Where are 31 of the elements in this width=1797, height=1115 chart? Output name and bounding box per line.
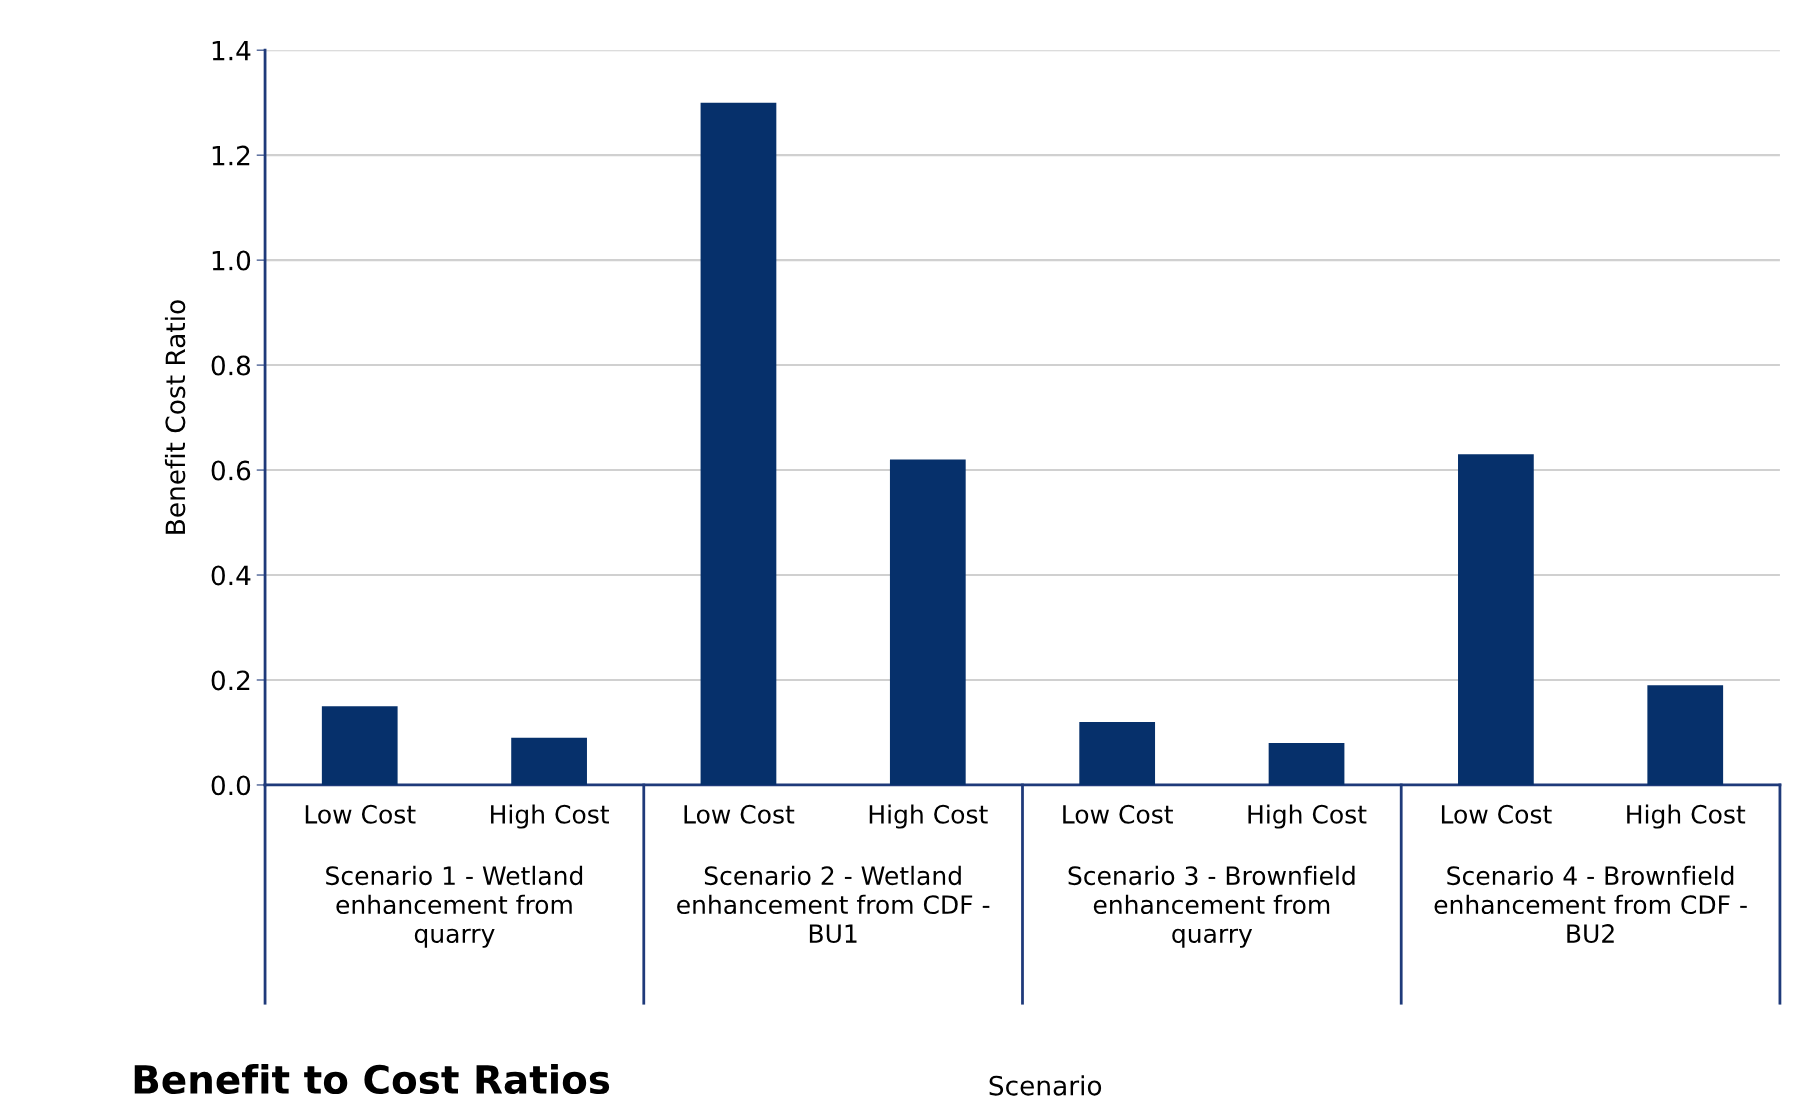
x-tick-label: Low Cost — [305, 804, 416, 824]
y-tick-label: 1.2 — [212, 145, 250, 166]
x-tick-label: Low Cost — [684, 804, 795, 824]
x-tick-label: High Cost — [869, 804, 988, 829]
bar — [511, 737, 587, 785]
x-tick-label: High Cost — [1627, 804, 1746, 829]
y-tick-label: 0.2 — [211, 670, 250, 691]
y-tick-label: 0.6 — [211, 460, 251, 481]
text: Scenario 1 - Wetland enhancement from quarry — [326, 865, 583, 948]
y-tick-label: 1.4 — [212, 40, 251, 61]
x-tick-label: High Cost — [1248, 804, 1367, 829]
y-axis-title: Benefit Cost Ratio — [164, 300, 186, 534]
bar — [1268, 742, 1345, 785]
x-tick-label: High Cost — [491, 804, 609, 829]
y-tick-label: 1.0 — [212, 250, 251, 271]
text: Scenario 4 - Brownfield enhancement from CDF - BU2 — [1434, 865, 1747, 944]
x-tick-label: Low Cost — [1063, 804, 1173, 824]
text: Scenario 3 - Brownfield enhancement from quarry — [1068, 865, 1355, 948]
y-tick-label: 0.0 — [211, 775, 251, 796]
text: Scenario — [989, 1075, 1102, 1096]
y-tick-label: 0.8 — [211, 355, 251, 376]
bar — [700, 102, 777, 785]
bar — [321, 706, 398, 785]
y-tick-label: 0.4 — [211, 565, 251, 586]
text: Benefit to Cost Ratios — [134, 1063, 610, 1095]
text: Scenario 2 - Wetland enhancement from CDF - BU1 — [677, 865, 990, 944]
bar — [1079, 721, 1156, 785]
x-tick-label: Low Cost — [1441, 804, 1552, 824]
bar — [1458, 454, 1534, 785]
bar — [889, 459, 966, 785]
bar — [1647, 685, 1724, 785]
